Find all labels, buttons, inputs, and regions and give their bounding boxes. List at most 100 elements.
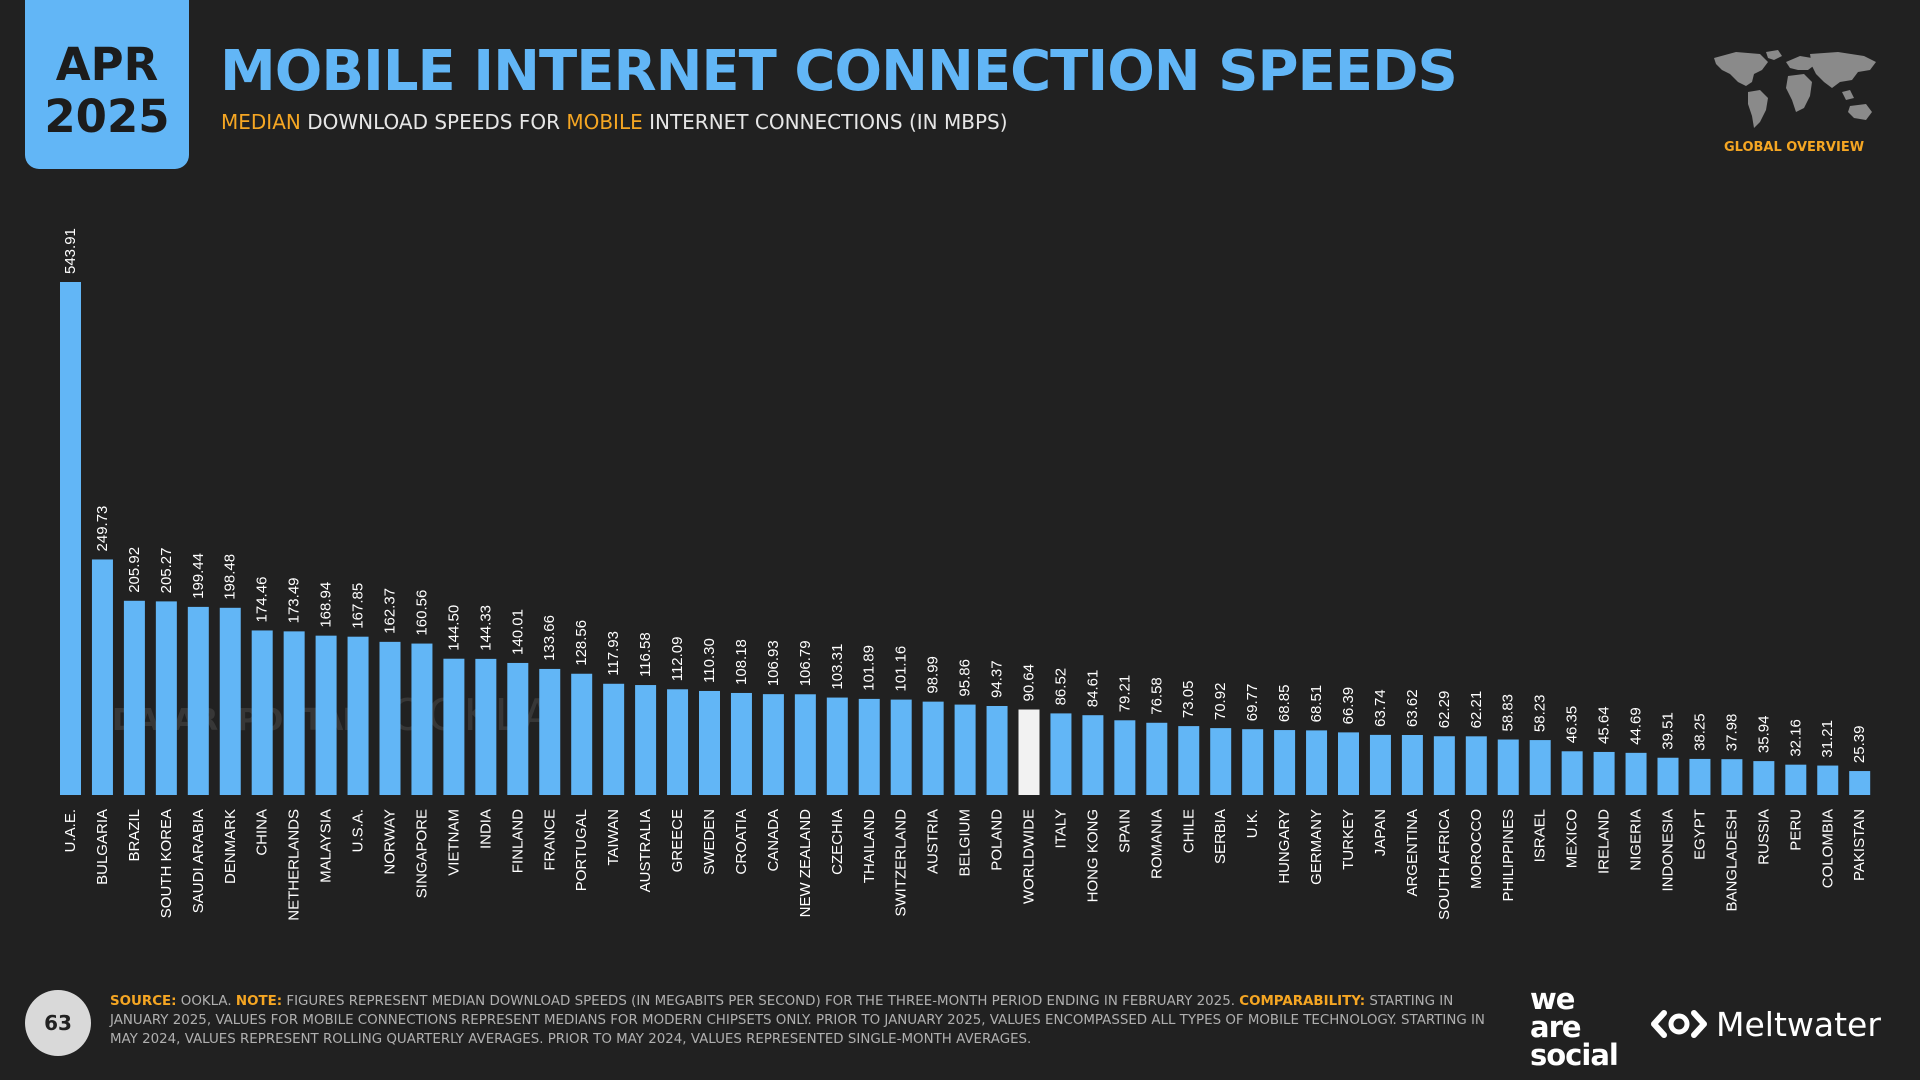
category-label: POLAND (989, 809, 1006, 871)
category-label: ROMANIA (1148, 809, 1165, 879)
category-label: SWITZERLAND (893, 809, 910, 917)
bar-norway (379, 641, 401, 795)
category-label: SERBIA (1212, 809, 1229, 864)
category-label: ISRAEL (1532, 809, 1549, 862)
data-label: 160.56 (413, 590, 430, 636)
bar-malaysia (315, 635, 337, 795)
data-label: 68.85 (1276, 685, 1293, 723)
category-label: VIETNAM (445, 809, 462, 876)
bar-romania (1146, 722, 1168, 795)
data-label: 106.79 (797, 640, 814, 686)
bar-bangladesh (1721, 759, 1743, 795)
category-label: ITALY (1052, 809, 1069, 848)
brand-line-social: social (1530, 1038, 1619, 1072)
date-year: 2025 (44, 90, 170, 143)
category-label: THAILAND (861, 809, 878, 883)
data-label: 25.39 (1851, 726, 1868, 764)
data-label: 35.94 (1755, 716, 1772, 754)
data-label: 31.21 (1819, 720, 1836, 758)
bar-u-a-e (60, 282, 81, 795)
bar-thailand (858, 698, 880, 795)
bar-peru (1785, 764, 1807, 795)
page-subtitle: MEDIAN DOWNLOAD SPEEDS FOR MOBILE INTERN… (221, 110, 1008, 134)
data-label: 128.56 (573, 620, 590, 666)
category-label: HONG KONG (1084, 809, 1101, 902)
bar-greece (667, 689, 689, 795)
note-text: FIGURES REPRESENT MEDIAN DOWNLOAD SPEEDS… (282, 994, 1240, 1009)
date-month: APR (55, 38, 159, 91)
category-label: FINLAND (509, 809, 526, 873)
category-label: U.S.A. (350, 809, 367, 852)
data-label: 249.73 (94, 506, 111, 552)
data-label: 69.77 (1244, 684, 1261, 722)
bar-argentina (1401, 734, 1423, 795)
category-label: GREECE (669, 809, 686, 872)
data-label: 84.61 (1084, 670, 1101, 708)
category-label: WORLDWIDE (1021, 809, 1038, 904)
data-label: 66.39 (1340, 687, 1357, 725)
bar-nigeria (1625, 752, 1647, 795)
data-label: 167.85 (350, 583, 367, 629)
data-label: 45.64 (1596, 706, 1613, 744)
category-label: TURKEY (1340, 809, 1357, 870)
data-label: 73.05 (1180, 681, 1197, 719)
category-label: NEW ZEALAND (797, 809, 814, 918)
category-label: ARGENTINA (1404, 809, 1421, 897)
category-label: U.A.E. (62, 809, 79, 852)
bar-chile (1178, 726, 1200, 795)
source-label: SOURCE: (110, 994, 177, 1009)
category-label: MALAYSIA (318, 809, 335, 883)
data-label: 94.37 (989, 660, 1006, 698)
data-label: 70.92 (1212, 683, 1229, 721)
data-label: 63.74 (1372, 689, 1389, 727)
category-label: BANGLADESH (1723, 809, 1740, 912)
bar-new-zealand (794, 694, 816, 795)
data-label: 37.98 (1723, 714, 1740, 752)
bar-u-k (1242, 729, 1264, 795)
data-label: 86.52 (1052, 668, 1069, 706)
category-label: NETHERLANDS (286, 809, 303, 921)
brand-line-are: are (1530, 1010, 1582, 1044)
bar-worldwide (1018, 709, 1040, 795)
data-label: 174.46 (254, 577, 271, 623)
bar-south-africa (1433, 736, 1455, 795)
data-label: 98.99 (925, 656, 942, 694)
data-label: 133.66 (541, 615, 558, 661)
data-label: 173.49 (286, 577, 303, 623)
category-label: MOROCCO (1468, 809, 1485, 889)
category-label: NORWAY (382, 809, 399, 875)
bar-portugal (571, 673, 593, 795)
bar-mexico (1561, 751, 1583, 795)
note-label: NOTE: (235, 994, 283, 1009)
bar-belgium (954, 704, 976, 795)
category-label: PERU (1787, 809, 1804, 851)
bar-hong-kong (1082, 715, 1104, 795)
bar-japan (1369, 734, 1391, 795)
category-label: SPAIN (1116, 809, 1133, 853)
page-number: 63 (25, 990, 91, 1056)
comparability-text: STARTING IN JANUARY 2025, VALUES FOR MOB… (110, 994, 1485, 1047)
category-label: RUSSIA (1755, 809, 1772, 865)
category-label: PORTUGAL (573, 809, 590, 891)
data-label: 58.83 (1500, 694, 1517, 732)
category-label: TAIWAN (605, 809, 622, 866)
bar-austria (922, 701, 944, 795)
bar-canada (762, 694, 784, 795)
category-label: SOUTH AFRICA (1436, 809, 1453, 920)
category-label: FRANCE (541, 809, 558, 871)
bar-italy (1050, 713, 1072, 795)
bar-denmark (219, 607, 241, 795)
category-label: COLOMBIA (1819, 809, 1836, 888)
category-label: CHINA (254, 809, 271, 856)
category-label: U.K. (1244, 809, 1261, 838)
world-map-icon (1714, 50, 1876, 128)
category-label: DENMARK (222, 809, 239, 884)
bar-bulgaria (91, 559, 113, 795)
category-label: INDONESIA (1660, 809, 1677, 892)
bar-pakistan (1849, 771, 1871, 795)
bar-israel (1529, 740, 1551, 795)
subtitle-highlight-mobile: MOBILE (566, 110, 643, 134)
bar-chart: 543.91 U.A.E. 249.73 BULGARIA 205.92 BRAZIL 20… (60, 228, 1871, 921)
bar-netherlands (283, 631, 305, 795)
bar-colombia (1817, 765, 1839, 795)
